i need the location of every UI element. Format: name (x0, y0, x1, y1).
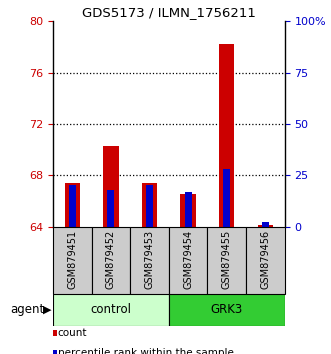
Title: GDS5173 / ILMN_1756211: GDS5173 / ILMN_1756211 (82, 6, 256, 19)
Text: GSM879451: GSM879451 (67, 230, 77, 289)
Bar (185, 192, 192, 227)
Text: count: count (58, 328, 87, 338)
Bar (69, 185, 76, 227)
Bar (146, 185, 153, 227)
Bar (53, 227, 92, 294)
Bar (169, 227, 208, 294)
Text: GSM879454: GSM879454 (183, 230, 193, 289)
Bar (130, 227, 169, 294)
Bar (65, 183, 80, 227)
Text: percentile rank within the sample: percentile rank within the sample (58, 348, 234, 354)
Text: GSM879455: GSM879455 (222, 230, 232, 289)
Bar (219, 44, 234, 227)
Bar (103, 146, 118, 227)
Bar (262, 222, 269, 227)
Bar (258, 225, 273, 227)
Bar (107, 190, 115, 227)
Text: ▶: ▶ (43, 305, 52, 315)
Text: GSM879452: GSM879452 (106, 230, 116, 289)
Bar (53, 294, 169, 326)
Bar (246, 227, 285, 294)
Text: GSM879453: GSM879453 (145, 230, 155, 289)
Text: GSM879456: GSM879456 (260, 230, 270, 289)
Bar (169, 294, 285, 326)
Bar (208, 227, 246, 294)
Text: control: control (90, 303, 131, 316)
Text: GRK3: GRK3 (211, 303, 243, 316)
Bar (223, 169, 230, 227)
Text: agent: agent (10, 303, 44, 316)
Bar (142, 183, 157, 227)
Bar (92, 227, 130, 294)
Bar (180, 194, 196, 227)
